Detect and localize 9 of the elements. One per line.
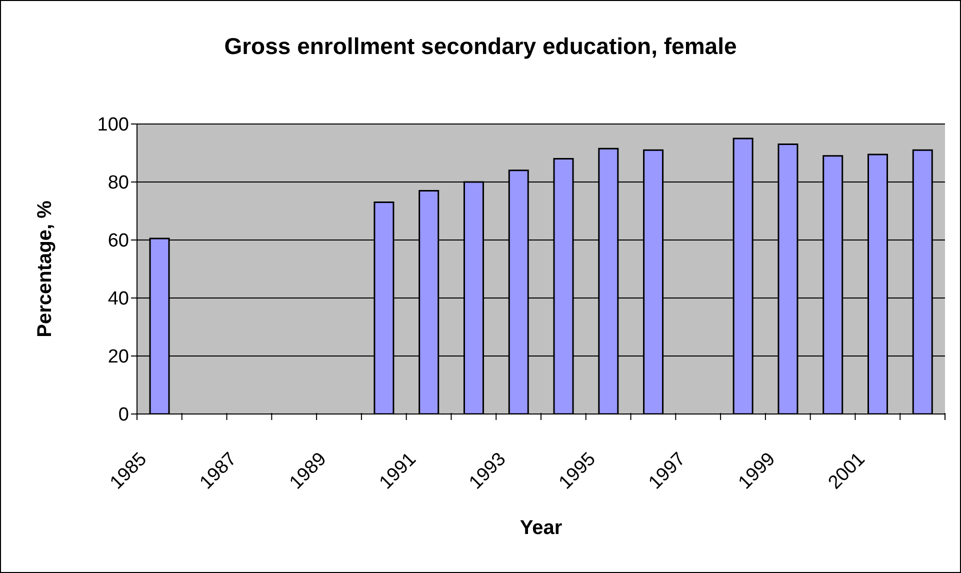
y-axis-title: Percentage, %	[34, 200, 56, 338]
y-tick-label: 20	[108, 346, 129, 368]
x-axis-title: Year	[520, 517, 562, 539]
y-tick-label: 80	[108, 172, 129, 194]
y-tick-label: 40	[108, 288, 129, 310]
y-tick-label: 60	[108, 230, 129, 252]
y-tick-label: 0	[118, 404, 129, 426]
y-tick-label: 100	[97, 114, 129, 136]
chart-title: Gross enrollment secondary education, female	[223, 33, 738, 60]
